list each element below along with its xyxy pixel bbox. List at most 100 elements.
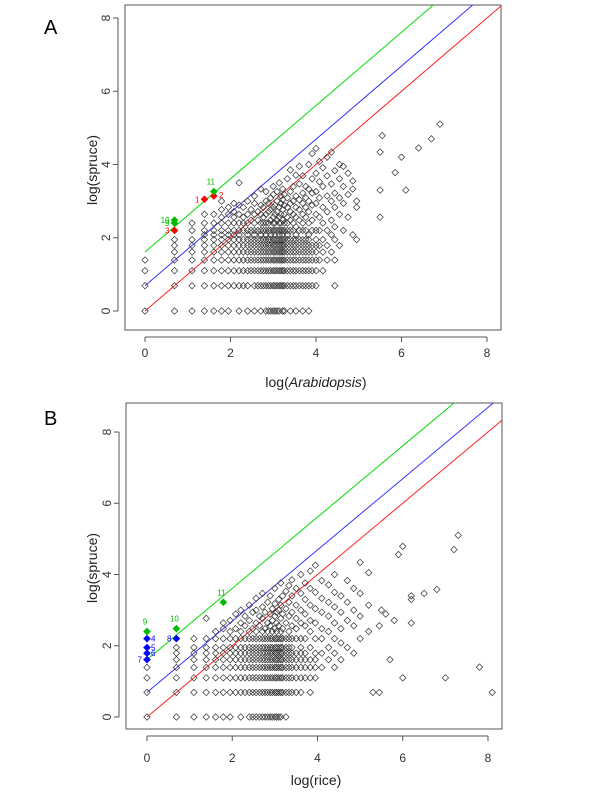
panel-b-data-point bbox=[202, 614, 210, 623]
panel-b-data-point bbox=[475, 663, 484, 671]
panel-a-data-point bbox=[170, 241, 179, 250]
panel-a-x-tick-label: 4 bbox=[313, 346, 320, 360]
panel-a-data-point bbox=[299, 189, 307, 197]
panel-b-letter: B bbox=[44, 408, 57, 430]
panel-b-data-point bbox=[399, 542, 407, 551]
panel-a-data-point bbox=[277, 219, 285, 227]
panel-b-data-point bbox=[261, 634, 269, 643]
panel-b-data-point bbox=[277, 627, 285, 636]
panel-a-data-point bbox=[210, 267, 218, 275]
panel-b-data-point bbox=[285, 649, 293, 657]
panel-b-data-point bbox=[249, 634, 257, 643]
panel-a-data-point bbox=[305, 256, 313, 264]
panel-b-data-point bbox=[261, 674, 269, 682]
panel-b-data-point bbox=[252, 619, 260, 627]
panel-b-highlight-label-7: 7 bbox=[138, 656, 143, 665]
panel-a-data-point bbox=[283, 282, 292, 290]
panel-b-data-point bbox=[306, 655, 314, 664]
panel-b-data-point bbox=[311, 649, 320, 657]
panel-a-data-point bbox=[331, 223, 339, 231]
panel-b-data-point bbox=[211, 655, 220, 664]
panel-b-data-point bbox=[285, 655, 293, 664]
panel-a-data-point bbox=[391, 168, 399, 177]
panel-b-data-point bbox=[375, 688, 384, 697]
panel-a-data-point bbox=[250, 256, 259, 264]
panel-a-data-point bbox=[235, 231, 243, 239]
panel-a-data-point bbox=[339, 182, 348, 191]
panel-a-data-point bbox=[323, 192, 331, 200]
panel-a-data-point bbox=[335, 175, 344, 183]
panel-b-data-point bbox=[278, 688, 287, 697]
panel-b-highlight-label-4: 4 bbox=[151, 635, 156, 644]
panel-b-data-point bbox=[272, 619, 281, 627]
panel-a-data-point bbox=[210, 235, 218, 244]
panel-a-data-point bbox=[299, 248, 307, 256]
panel-b-data-point bbox=[249, 663, 257, 672]
panel-b-data-point bbox=[297, 589, 305, 598]
panel-b-data-point bbox=[252, 674, 260, 682]
panel-a-data-point bbox=[262, 210, 270, 219]
panel-b-data-point bbox=[143, 713, 151, 721]
panel-a-data-point bbox=[210, 210, 218, 219]
panel-a-data-point bbox=[305, 267, 313, 275]
panel-b-data-point bbox=[266, 622, 274, 630]
panel-b-data-point bbox=[202, 674, 210, 682]
panel-a-data-point bbox=[305, 197, 313, 205]
panel-a-data-point bbox=[331, 256, 339, 264]
panel-a-data-point bbox=[302, 241, 310, 250]
panel-b-data-point bbox=[202, 713, 210, 721]
panel-a-data-point bbox=[200, 307, 209, 315]
panel-a-data-point bbox=[200, 282, 209, 290]
panel-b-data-point bbox=[252, 688, 260, 697]
panel-b-data-point bbox=[275, 606, 283, 614]
panel-b-data-point bbox=[306, 688, 314, 697]
panel-b-data-point bbox=[226, 655, 234, 664]
panel-a-data-point bbox=[323, 226, 331, 235]
panel-b-data-point bbox=[433, 585, 441, 594]
panel-b-data-point bbox=[202, 663, 210, 672]
panel-b-data-point bbox=[288, 643, 296, 652]
panel-a-data-point bbox=[295, 205, 304, 214]
panel-b-data-point bbox=[190, 713, 198, 721]
panel-a-data-point bbox=[217, 307, 226, 315]
panel-b-data-point bbox=[249, 713, 257, 721]
panel-b-highlight-point-7 bbox=[143, 655, 151, 664]
panel-b-data-point bbox=[288, 608, 296, 616]
panel-b-points bbox=[143, 531, 496, 721]
panel-b-data-point bbox=[258, 674, 267, 682]
panel-b-data-point bbox=[202, 643, 210, 652]
panel-b-data-point bbox=[219, 619, 227, 627]
panel-b-data-point bbox=[237, 713, 245, 721]
panel-a-data-point bbox=[275, 256, 283, 264]
panel-b-data-point bbox=[318, 608, 326, 616]
panel-a-data-point bbox=[230, 235, 238, 244]
panel-a-data-point bbox=[286, 166, 295, 174]
panel-a-data-point bbox=[200, 248, 209, 256]
panel-a-data-point bbox=[277, 256, 285, 264]
panel-b-data-point bbox=[255, 655, 264, 664]
panel-b-data-point bbox=[211, 663, 220, 672]
panel-b-data-point bbox=[297, 619, 305, 627]
panel-a-data-point bbox=[170, 282, 179, 290]
panel-a-data-point bbox=[289, 241, 298, 250]
panel-b-data-point bbox=[306, 616, 314, 625]
panel-b-data-point bbox=[390, 616, 398, 625]
panel-b-data-point bbox=[330, 588, 339, 597]
panel-b-data-point bbox=[219, 655, 227, 664]
panel-b-data-point bbox=[252, 606, 260, 614]
panel-a-data-point bbox=[312, 226, 320, 235]
panel-a-data-point bbox=[302, 282, 310, 290]
panel-b-data-point bbox=[282, 674, 290, 682]
panel-b-data-point bbox=[282, 605, 290, 613]
panel-b-y-axis-title: log(spruce) bbox=[84, 533, 100, 603]
panel-a-data-point bbox=[286, 235, 295, 244]
panel-a-data-point bbox=[230, 219, 238, 227]
panel-b-highlight-point-11 bbox=[219, 598, 228, 607]
panel-b-data-point bbox=[252, 713, 260, 721]
panel-a-highlight-label-3: 3 bbox=[165, 226, 170, 235]
panel-b-data-point bbox=[364, 601, 373, 609]
panel-b-data-point bbox=[285, 627, 293, 636]
panel-b-data-point bbox=[343, 616, 352, 625]
